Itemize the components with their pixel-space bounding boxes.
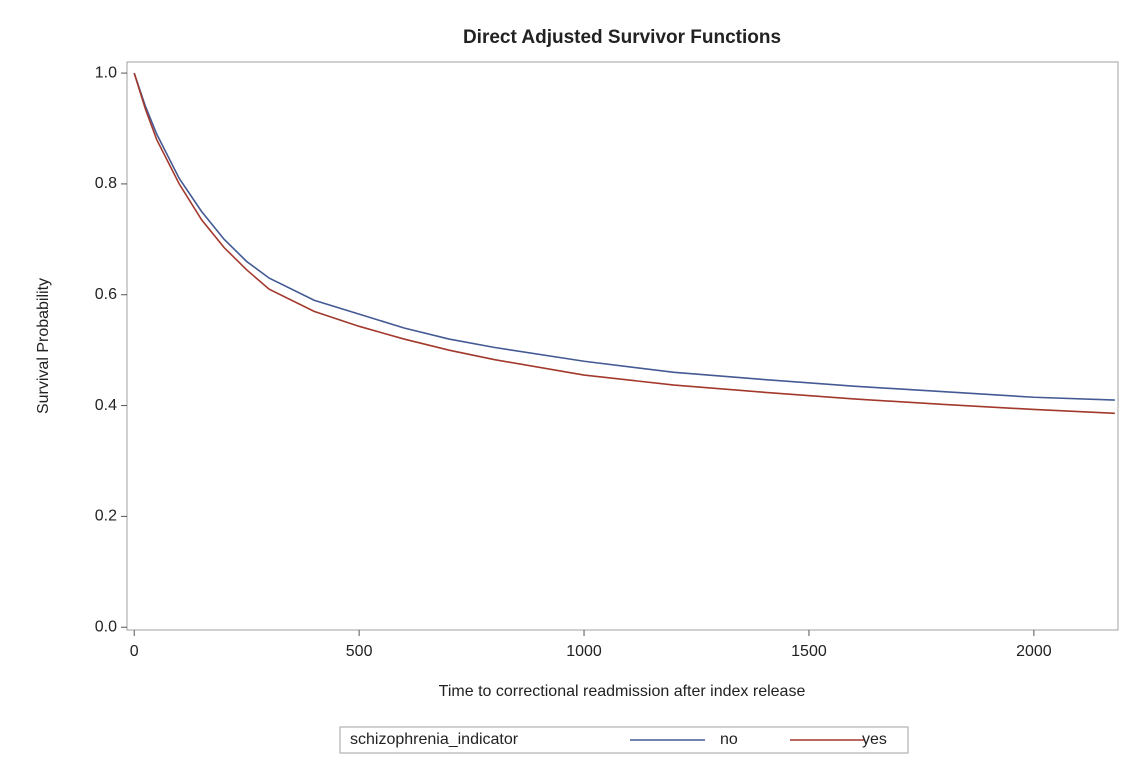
survival-curve — [133, 72, 1115, 401]
survival-curve — [133, 72, 1115, 415]
plot-frame — [126, 61, 1119, 631]
x-tick-label: 2000 — [1016, 643, 1052, 660]
legend-title: schizophrenia_indicator — [350, 731, 519, 748]
y-tick-label: 0.0 — [95, 618, 117, 635]
y-tick-label: 0.4 — [95, 397, 117, 414]
y-tick-label: 0.6 — [95, 286, 117, 303]
x-tick-label: 1000 — [566, 643, 602, 660]
x-tick-label: 1500 — [791, 643, 827, 660]
chart-title: Direct Adjusted Survivor Functions — [463, 27, 781, 48]
legend-label: yes — [862, 731, 887, 748]
x-tick-label: 0 — [130, 643, 139, 660]
x-axis-label: Time to correctional readmission after i… — [439, 683, 806, 700]
y-tick-label: 0.8 — [95, 175, 117, 192]
y-tick-label: 0.2 — [95, 508, 117, 525]
legend-label: no — [720, 731, 738, 748]
x-tick-label: 500 — [346, 643, 373, 660]
y-axis-label: Survival Probability — [35, 278, 52, 414]
y-tick-label: 1.0 — [95, 64, 117, 81]
